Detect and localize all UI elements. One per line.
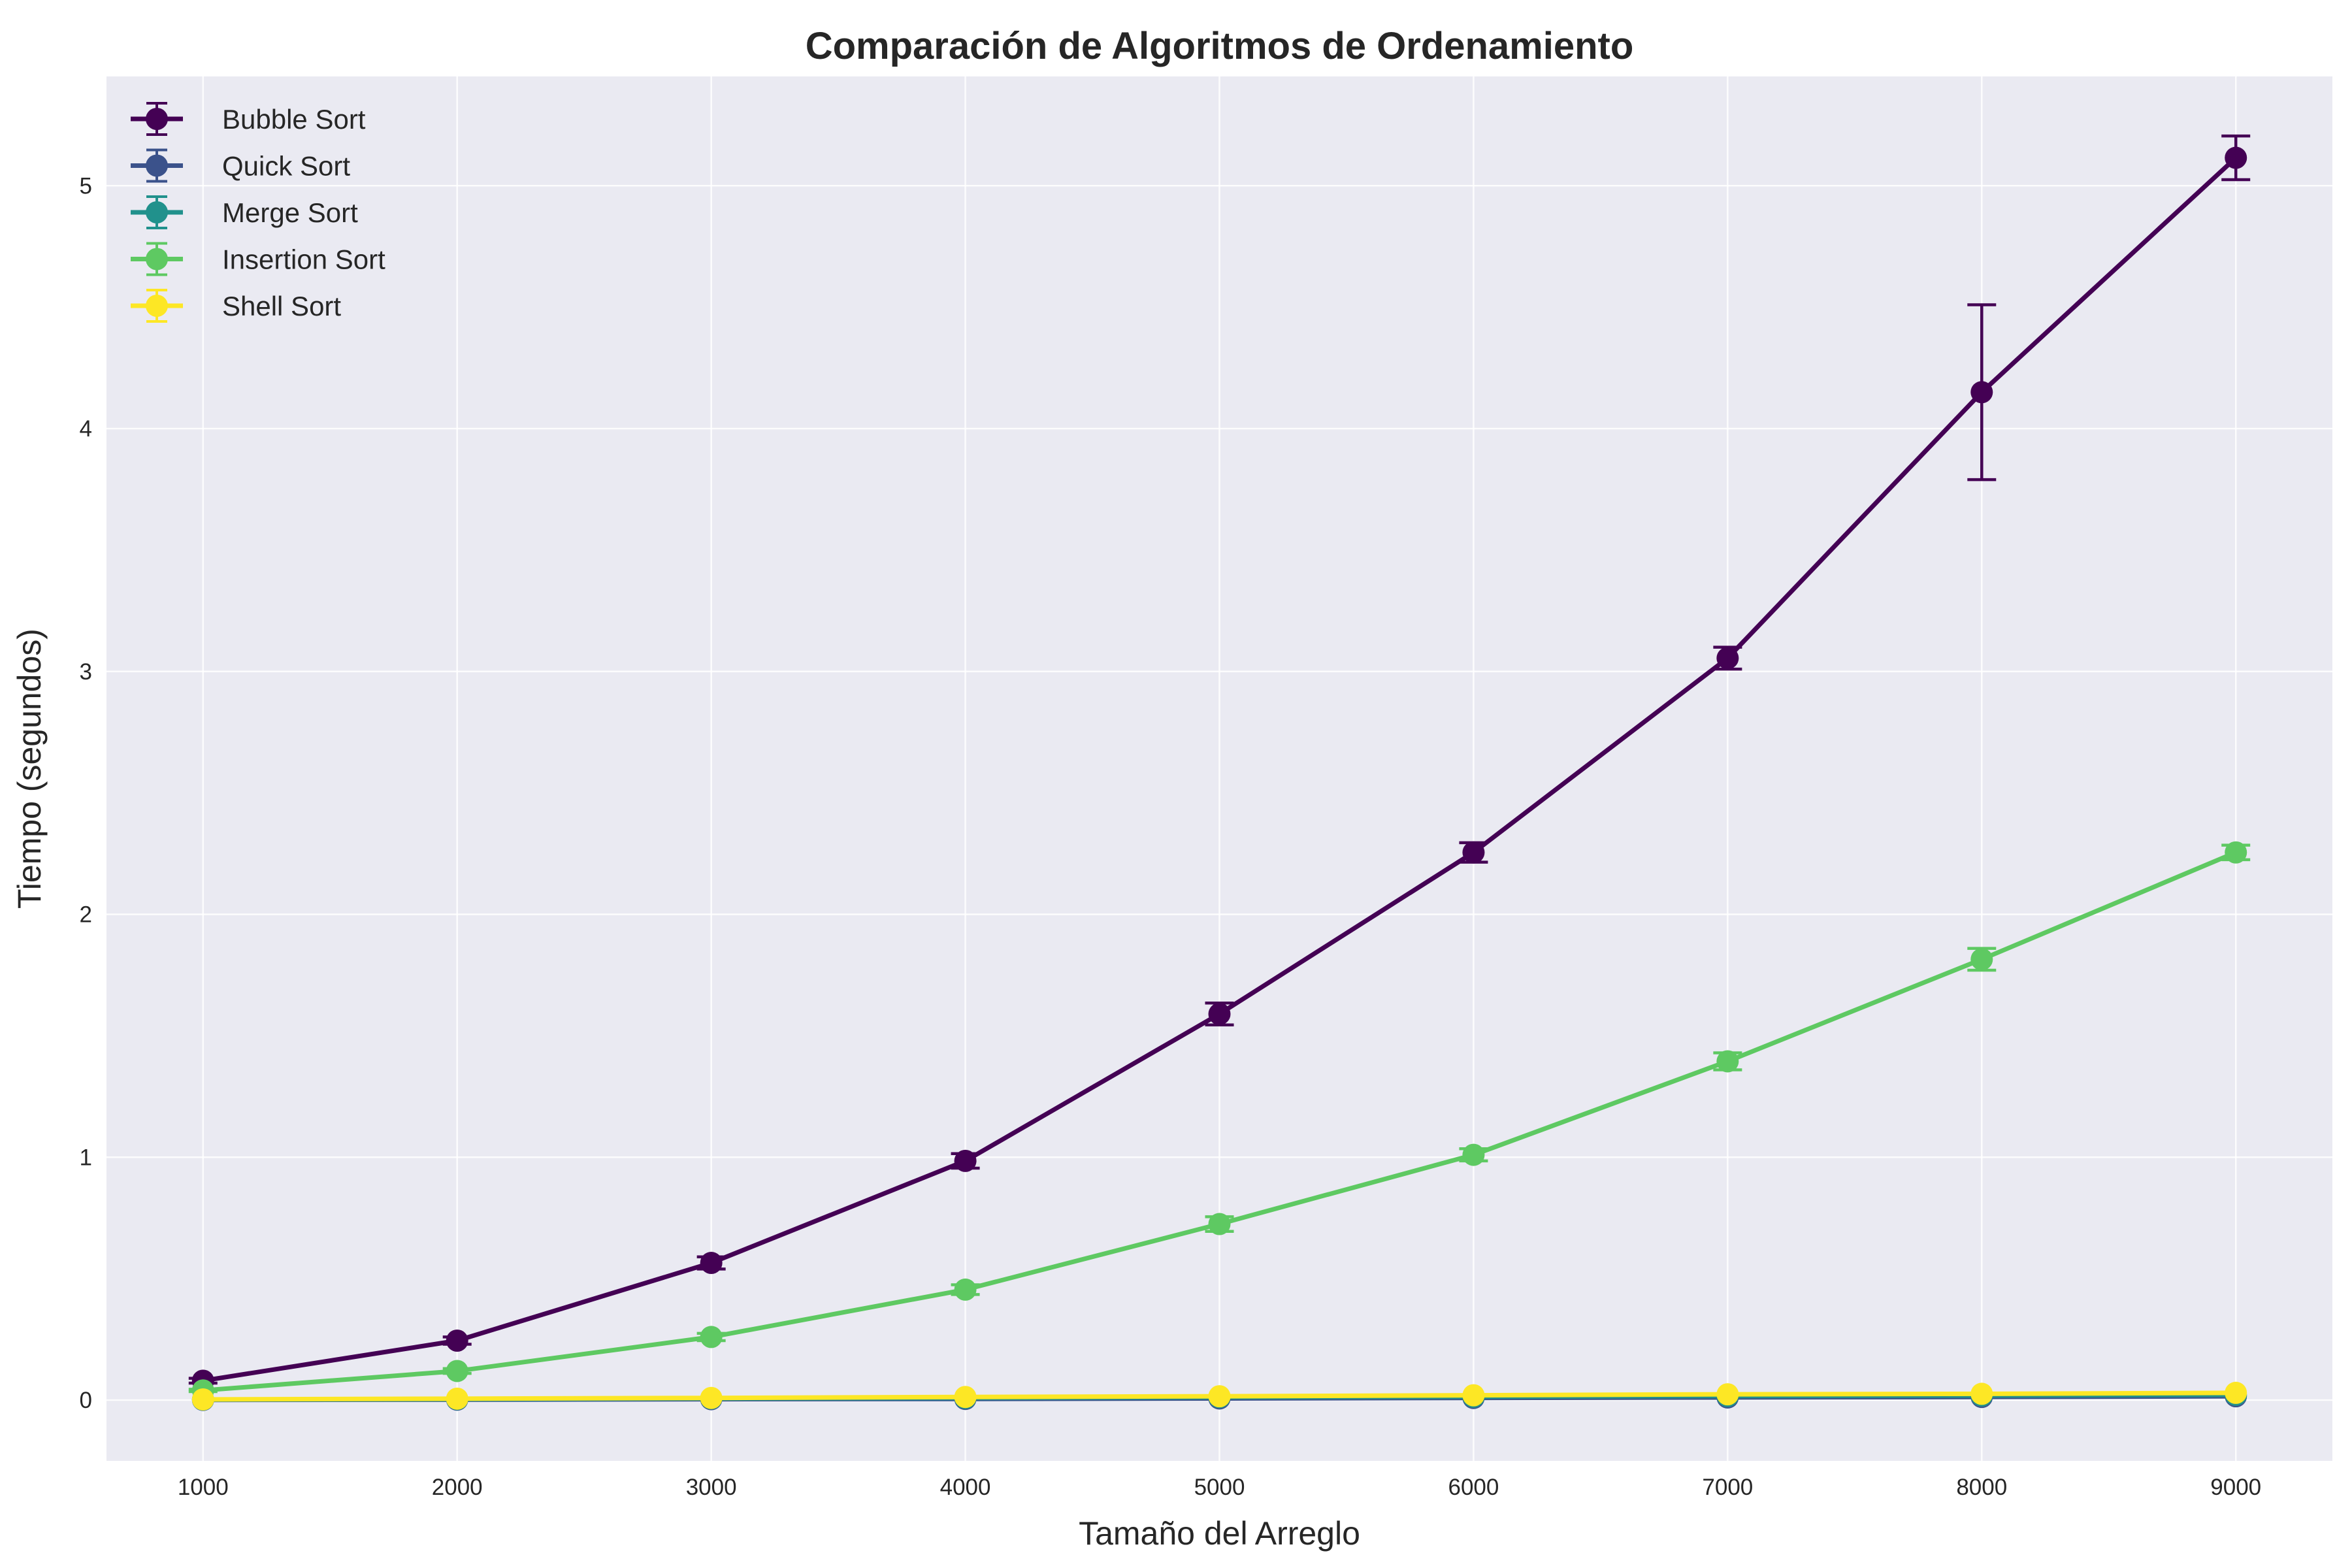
data-point [1716, 1383, 1739, 1405]
x-tick-label: 7000 [1702, 1475, 1753, 1500]
data-point [955, 1386, 977, 1408]
data-point [700, 1326, 723, 1348]
data-point [1462, 1384, 1484, 1407]
legend-marker [146, 108, 168, 130]
legend-marker [146, 155, 168, 177]
x-axis-label: Tamaño del Arreglo [1079, 1515, 1360, 1552]
y-axis-label: Tiempo (segundos) [11, 629, 48, 909]
data-point [1970, 381, 1993, 403]
x-tick-label: 8000 [1956, 1475, 2007, 1500]
x-tick-label: 1000 [178, 1475, 229, 1500]
data-point [700, 1252, 723, 1274]
x-tick-label: 9000 [2210, 1475, 2261, 1500]
x-tick-label: 5000 [1194, 1475, 1245, 1500]
data-point [955, 1150, 977, 1172]
data-point [1970, 948, 1993, 970]
legend-label: Shell Sort [222, 291, 341, 321]
y-tick-label: 3 [80, 659, 92, 685]
legend-label: Bubble Sort [222, 104, 366, 135]
legend-marker [146, 295, 168, 317]
data-point [1970, 1382, 1993, 1405]
data-point [1209, 1003, 1231, 1025]
data-point [1462, 841, 1484, 864]
data-point [2225, 841, 2247, 864]
data-point [446, 1360, 468, 1382]
legend-label: Insertion Sort [222, 244, 385, 275]
y-tick-label: 0 [80, 1388, 92, 1413]
data-point [1716, 647, 1739, 669]
x-tick-label: 4000 [940, 1475, 991, 1500]
data-point [446, 1330, 468, 1352]
data-point [700, 1387, 723, 1409]
data-point [446, 1388, 468, 1410]
y-tick-label: 4 [80, 416, 92, 442]
x-tick-label: 3000 [686, 1475, 737, 1500]
data-point [1209, 1385, 1231, 1407]
data-point [2225, 147, 2247, 169]
y-tick-label: 2 [80, 902, 92, 928]
chart-title: Comparación de Algoritmos de Ordenamient… [806, 25, 1634, 67]
data-point [955, 1279, 977, 1301]
data-point [1209, 1213, 1231, 1235]
x-tick-label: 6000 [1448, 1475, 1499, 1500]
legend-marker [146, 201, 168, 223]
data-point [2225, 1382, 2247, 1404]
y-tick-label: 5 [80, 173, 92, 199]
data-point [1716, 1050, 1739, 1072]
data-point [1462, 1144, 1484, 1166]
legend-label: Quick Sort [222, 151, 350, 182]
legend-label: Merge Sort [222, 197, 358, 228]
data-point [192, 1388, 214, 1411]
x-tick-label: 2000 [432, 1475, 483, 1500]
legend-marker [146, 248, 168, 270]
y-tick-label: 1 [80, 1145, 92, 1170]
